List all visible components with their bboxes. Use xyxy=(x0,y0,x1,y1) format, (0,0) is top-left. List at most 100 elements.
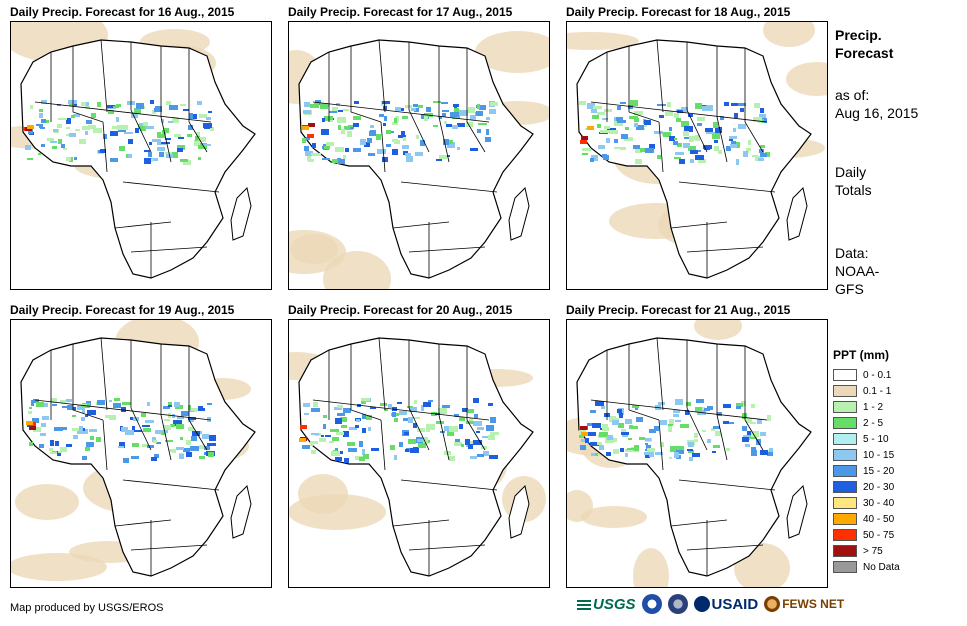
legend-item: 0 - 0.1 xyxy=(833,367,900,383)
rain-cell xyxy=(359,441,363,447)
rain-cell xyxy=(438,408,447,414)
rain-cell xyxy=(116,117,119,122)
rain-cell xyxy=(390,445,395,450)
rain-cell xyxy=(734,113,738,118)
rain-cell xyxy=(769,448,773,452)
rain-cell xyxy=(77,405,84,410)
rain-cell xyxy=(607,128,616,130)
rain-cell xyxy=(636,125,644,130)
rain-cell xyxy=(329,441,334,443)
rain-cell xyxy=(599,445,604,450)
rain-cell xyxy=(600,130,609,133)
country-border xyxy=(400,479,498,491)
rain-cell xyxy=(736,142,740,148)
rain-cell xyxy=(592,423,601,428)
rain-cell xyxy=(347,442,355,446)
country-border xyxy=(716,116,728,163)
country-border xyxy=(400,181,498,193)
rain-cell xyxy=(426,107,431,112)
country-border xyxy=(408,407,430,451)
country-border xyxy=(312,101,490,123)
madagascar-outline xyxy=(786,187,808,241)
rain-cell xyxy=(302,138,306,143)
rain-cell xyxy=(74,157,77,160)
africa-map xyxy=(289,337,546,577)
rain-cell xyxy=(50,141,57,143)
rain-cell xyxy=(580,445,586,450)
rain-cell xyxy=(49,448,53,451)
rain-cell xyxy=(323,424,326,429)
country-border xyxy=(130,407,152,451)
rain-cell xyxy=(640,148,646,152)
rain-cell xyxy=(93,128,102,133)
rain-cell xyxy=(720,116,724,120)
map-panel-aug17: Daily Precip. Forecast for 17 Aug., 2015 xyxy=(288,5,550,290)
rain-cell xyxy=(473,398,479,403)
rain-cell xyxy=(609,416,616,422)
rain-cell xyxy=(188,125,193,130)
fews-net-logo: FEWS NET xyxy=(764,596,844,612)
rain-cell xyxy=(457,123,465,127)
rain-cell xyxy=(402,116,408,119)
rain-cell xyxy=(698,150,701,152)
rain-cell xyxy=(335,110,343,112)
rain-cell xyxy=(161,119,164,123)
rain-cell xyxy=(702,106,711,111)
legend-swatch xyxy=(833,417,857,429)
rain-cell xyxy=(644,452,652,455)
country-border xyxy=(392,221,450,229)
rain-cell xyxy=(676,450,684,454)
rain-cell xyxy=(128,154,132,158)
rain-cell xyxy=(413,104,418,107)
rain-cell xyxy=(745,444,750,447)
rain-cell xyxy=(478,123,487,125)
rain-cell xyxy=(321,129,329,135)
rain-cell xyxy=(330,429,339,432)
rain-cell xyxy=(674,157,681,159)
heavy-rain-cell xyxy=(302,126,309,130)
rain-cell xyxy=(345,148,349,152)
rain-cell xyxy=(476,431,480,433)
dry-area xyxy=(567,32,639,50)
rain-cell xyxy=(447,431,454,436)
rain-cell xyxy=(368,427,371,431)
rain-cell xyxy=(663,132,671,137)
rain-cell xyxy=(481,446,487,449)
rain-cell xyxy=(477,104,480,109)
rain-cell xyxy=(602,424,608,430)
rain-cell xyxy=(155,106,162,109)
rain-cell xyxy=(466,421,474,424)
rain-cell xyxy=(486,129,489,135)
rain-cell xyxy=(54,427,63,431)
legend-label: 20 - 30 xyxy=(863,481,895,493)
rain-cell xyxy=(100,149,106,153)
rain-cell xyxy=(177,145,185,150)
rain-cell xyxy=(174,402,180,407)
country-border xyxy=(100,337,108,411)
rain-cell xyxy=(179,454,184,459)
usaid-logo-text: USAID xyxy=(711,595,759,613)
rain-cell xyxy=(202,144,211,146)
rain-cell xyxy=(674,138,677,140)
rain-cell xyxy=(669,419,674,425)
rain-cell xyxy=(343,155,346,159)
rain-cell xyxy=(322,158,330,160)
rain-cell xyxy=(72,428,79,431)
rain-cell xyxy=(392,412,396,417)
rain-cell xyxy=(403,418,408,421)
rain-cell xyxy=(636,417,643,422)
rain-cell xyxy=(341,129,345,134)
rain-cell xyxy=(191,436,197,441)
rain-cell xyxy=(706,132,715,134)
rain-cell xyxy=(413,417,420,419)
rain-cell xyxy=(53,129,58,132)
rain-cell xyxy=(446,124,452,127)
rain-cell xyxy=(403,137,406,141)
rain-cell xyxy=(341,425,347,428)
rain-cell xyxy=(143,428,151,432)
usaid-logo: USAID xyxy=(693,595,759,613)
rain-cell xyxy=(726,448,730,451)
dry-area xyxy=(475,31,549,73)
map-panel-aug20: Daily Precip. Forecast for 20 Aug., 2015 xyxy=(288,303,550,588)
rain-cell xyxy=(649,429,656,433)
